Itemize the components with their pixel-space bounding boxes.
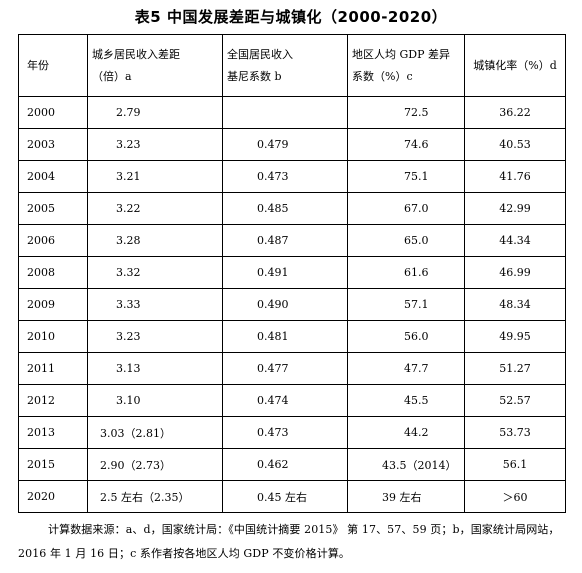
table-row: 2000 2.79 72.5 36.22 [18, 96, 566, 129]
cell-urbanization: 42.99 [464, 192, 566, 225]
cell-year: 2015 [18, 448, 88, 481]
cell-year: 2008 [18, 256, 88, 289]
header-year: 年份 [18, 34, 88, 97]
header-regional-gap-line2: 系数（%）c [352, 69, 413, 83]
table-body: 2000 2.79 72.5 36.22 2003 3.23 0.479 74.6 40.53 2… [18, 96, 566, 513]
cell-income-gap: 3.23 [87, 320, 223, 353]
cell-income-gap: 3.13 [87, 352, 223, 385]
header-urbanization: 城镇化率（%）d [464, 34, 566, 97]
development-gap-table: 年份 城乡居民收入差距 （倍）a 全国居民收入 基尼系数 b 地区人均 GDP … [18, 34, 566, 513]
cell-gini: 0.462 [222, 448, 348, 481]
cell-gini: 0.479 [222, 128, 348, 161]
header-income-gap-line1: 城乡居民收入差距 [92, 47, 180, 61]
cell-urbanization: 52.57 [464, 384, 566, 417]
cell-income-gap: 3.33 [87, 288, 223, 321]
header-gini-line1: 全国居民收入 [227, 47, 293, 61]
cell-regional-gap: 67.0 [347, 192, 465, 225]
cell-urbanization: 41.76 [464, 160, 566, 193]
cell-year: 2000 [18, 96, 88, 129]
cell-urbanization: 49.95 [464, 320, 566, 353]
cell-urbanization: 40.53 [464, 128, 566, 161]
cell-regional-gap: 43.5（2014） [347, 448, 465, 481]
cell-gini: 0.481 [222, 320, 348, 353]
cell-gini [222, 96, 348, 129]
cell-income-gap: 2.90（2.73） [87, 448, 223, 481]
table-row: 2004 3.21 0.473 75.1 41.76 [18, 160, 566, 193]
cell-income-gap: 3.32 [87, 256, 223, 289]
table-row: 2009 3.33 0.490 57.1 48.34 [18, 288, 566, 321]
cell-year: 2011 [18, 352, 88, 385]
cell-gini: 0.487 [222, 224, 348, 257]
table-row: 2013 3.03（2.81） 0.473 44.2 53.73 [18, 416, 566, 449]
table-row: 2006 3.28 0.487 65.0 44.34 [18, 224, 566, 257]
cell-regional-gap: 47.7 [347, 352, 465, 385]
cell-income-gap: 3.21 [87, 160, 223, 193]
cell-year: 2009 [18, 288, 88, 321]
cell-urbanization: 51.27 [464, 352, 566, 385]
cell-year: 2006 [18, 224, 88, 257]
cell-regional-gap: 74.6 [347, 128, 465, 161]
table-row: 2012 3.10 0.474 45.5 52.57 [18, 384, 566, 417]
cell-urbanization: ＞60 [464, 480, 566, 513]
table-row: 2003 3.23 0.479 74.6 40.53 [18, 128, 566, 161]
cell-regional-gap: 44.2 [347, 416, 465, 449]
cell-regional-gap: 65.0 [347, 224, 465, 257]
header-income-gap: 城乡居民收入差距 （倍）a [87, 34, 223, 97]
cell-regional-gap: 57.1 [347, 288, 465, 321]
table-row: 2011 3.13 0.477 47.7 51.27 [18, 352, 566, 385]
table-row: 2020 2.5 左右（2.35） 0.45 左右 39 左右 ＞60 [18, 480, 566, 513]
cell-year: 2003 [18, 128, 88, 161]
cell-year: 2004 [18, 160, 88, 193]
cell-urbanization: 44.34 [464, 224, 566, 257]
cell-year: 2010 [18, 320, 88, 353]
cell-gini: 0.491 [222, 256, 348, 289]
header-regional-gap-line1: 地区人均 GDP 差异 [352, 47, 451, 61]
cell-gini: 0.473 [222, 160, 348, 193]
table-row: 2010 3.23 0.481 56.0 49.95 [18, 320, 566, 353]
cell-gini: 0.485 [222, 192, 348, 225]
cell-regional-gap: 72.5 [347, 96, 465, 129]
cell-gini: 0.473 [222, 416, 348, 449]
cell-regional-gap: 56.0 [347, 320, 465, 353]
source-note: 计算数据来源：a、d，国家统计局：《中国统计摘要 2015》 第 17、57、5… [18, 523, 560, 560]
cell-year: 2012 [18, 384, 88, 417]
table-row: 2015 2.90（2.73） 0.462 43.5（2014） 56.1 [18, 448, 566, 481]
cell-regional-gap: 45.5 [347, 384, 465, 417]
cell-regional-gap: 75.1 [347, 160, 465, 193]
cell-regional-gap: 61.6 [347, 256, 465, 289]
cell-year: 2013 [18, 416, 88, 449]
cell-regional-gap: 39 左右 [347, 480, 465, 513]
cell-gini: 0.45 左右 [222, 480, 348, 513]
header-row: 年份 城乡居民收入差距 （倍）a 全国居民收入 基尼系数 b 地区人均 GDP … [18, 34, 566, 97]
header-gini: 全国居民收入 基尼系数 b [222, 34, 348, 97]
table-row: 2008 3.32 0.491 61.6 46.99 [18, 256, 566, 289]
cell-urbanization: 53.73 [464, 416, 566, 449]
cell-gini: 0.477 [222, 352, 348, 385]
cell-year: 2020 [18, 480, 88, 513]
header-regional-gap: 地区人均 GDP 差异 系数（%）c [347, 34, 465, 97]
table-title: 表5 中国发展差距与城镇化（2000-2020） [134, 8, 448, 26]
cell-income-gap: 2.79 [87, 96, 223, 129]
cell-urbanization: 48.34 [464, 288, 566, 321]
cell-income-gap: 3.23 [87, 128, 223, 161]
header-gini-line2: 基尼系数 b [227, 69, 282, 83]
cell-income-gap: 3.22 [87, 192, 223, 225]
cell-income-gap: 2.5 左右（2.35） [87, 480, 223, 513]
cell-gini: 0.474 [222, 384, 348, 417]
cell-income-gap: 3.03（2.81） [87, 416, 223, 449]
cell-income-gap: 3.28 [87, 224, 223, 257]
table-row: 2005 3.22 0.485 67.0 42.99 [18, 192, 566, 225]
cell-urbanization: 56.1 [464, 448, 566, 481]
cell-urbanization: 36.22 [464, 96, 566, 129]
cell-urbanization: 46.99 [464, 256, 566, 289]
header-income-gap-line2: （倍）a [92, 69, 132, 83]
cell-income-gap: 3.10 [87, 384, 223, 417]
cell-year: 2005 [18, 192, 88, 225]
cell-gini: 0.490 [222, 288, 348, 321]
